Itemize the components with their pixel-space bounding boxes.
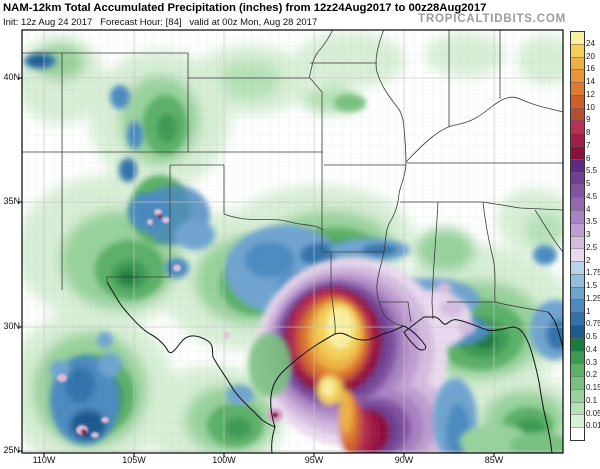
colorbar-swatch xyxy=(571,209,584,223)
colorbar-tick-label: 0.2 xyxy=(586,370,598,380)
coastline xyxy=(106,281,563,453)
colorbar-swatch xyxy=(571,43,584,57)
init-forecast-line: Init: 12z Aug 24 2017 Forecast Hour: [84… xyxy=(3,17,318,28)
colorbar-tick-label: 0.3 xyxy=(586,357,598,367)
colorbar-swatch xyxy=(571,286,584,300)
colorbar-tick-label: 7 xyxy=(586,140,591,150)
colorbar-swatch xyxy=(571,414,584,428)
colorbar-swatch xyxy=(571,94,584,108)
colorbar-swatch xyxy=(571,222,584,236)
colorbar-swatch xyxy=(571,427,584,440)
colorbar-swatch xyxy=(571,146,584,159)
colorbar-tick-label: 0.5 xyxy=(586,332,598,341)
colorbar-swatch xyxy=(571,32,584,44)
colorbar-swatch xyxy=(571,388,584,402)
colorbar-tick-label: 6 xyxy=(586,153,591,163)
colorbar-tick-label: 0.15 xyxy=(586,383,600,392)
lon-label-105w: 105W xyxy=(122,455,146,465)
colorbar-tick-label: 24 xyxy=(586,38,595,48)
colorbar-swatch xyxy=(571,133,584,147)
colorbar-swatch xyxy=(571,197,584,210)
colorbar-tick-label: 0.05 xyxy=(586,408,600,418)
watermark: TROPICALTIDBITS.COM xyxy=(418,13,566,25)
colorbar-swatch xyxy=(571,312,584,325)
colorbar-tick-label: 16 xyxy=(586,64,595,74)
colorbar-tick-label: 1 xyxy=(586,306,591,316)
colorbar-swatch xyxy=(571,82,584,95)
lat-label-30n: 30N xyxy=(3,321,20,331)
colorbar-swatch xyxy=(571,337,584,351)
county-grid xyxy=(22,30,563,453)
colorbar-tick-label: 3.5 xyxy=(586,217,598,227)
colorbar-tick-label: 12 xyxy=(586,89,595,99)
colorbar-swatch xyxy=(571,273,584,287)
lon-label-95w: 95W xyxy=(304,455,324,465)
colorbar-swatch xyxy=(571,363,584,377)
colorbar-tick-label: 1.5 xyxy=(586,281,598,290)
colorbar-swatch xyxy=(571,261,584,274)
lat-label-40n: 40N xyxy=(3,72,20,82)
colorbar-tick-label: 0.1 xyxy=(586,395,598,405)
colorbar-swatch xyxy=(571,235,584,249)
colorbar-tick-label: 5.5 xyxy=(586,166,598,176)
map-frame xyxy=(21,29,564,454)
colorbar-labels: 24 20 16 14 12 10 9 8 7 6 5.5 5 4.5 4 3.5 3 2.5 2 1.75 1.5 1… xyxy=(586,31,600,439)
colorbar-swatch xyxy=(571,107,584,121)
colorbar-swatch xyxy=(571,120,584,134)
colorbar-swatch xyxy=(571,401,584,415)
state-borders xyxy=(22,30,563,335)
colorbar-tick-label: 9 xyxy=(586,115,591,125)
latlon-gridlines xyxy=(22,30,563,453)
colorbar-tick-label: 4.5 xyxy=(586,191,598,201)
colorbar-swatch xyxy=(571,158,584,172)
colorbar-swatch xyxy=(571,56,584,70)
lat-label-25n: 25N xyxy=(3,445,20,455)
page-title: NAM-12km Total Accumulated Precipitation… xyxy=(3,2,487,14)
lon-label-85w: 85W xyxy=(484,455,504,465)
lon-label-110w: 110W xyxy=(32,455,56,465)
colorbar-tick-label: 2.5 xyxy=(586,242,598,252)
colorbar-tick-label: 0.75 xyxy=(586,319,600,329)
colorbar-swatch xyxy=(571,299,584,313)
colorbar-tick-label: 2 xyxy=(586,255,591,265)
colorbar-tick-label: 1.25 xyxy=(586,293,600,303)
axis-ticks xyxy=(18,77,495,457)
colorbar-swatch xyxy=(571,350,584,364)
colorbar-tick-label: 20 xyxy=(586,51,595,61)
colorbar-tick-label: 14 xyxy=(586,77,595,86)
colorbar-tick-label: 8 xyxy=(586,128,591,137)
colorbar-swatch xyxy=(571,69,584,83)
colorbar-tick-label: 0.4 xyxy=(586,344,598,354)
colorbar-swatch xyxy=(571,184,584,198)
lon-label-90w: 90W xyxy=(394,455,414,465)
colorbar-tick-label: 0.01 xyxy=(586,421,600,431)
colorbar-tick-label: 1.75 xyxy=(586,268,600,278)
colorbar-tick-label: 10 xyxy=(586,102,595,112)
colorbar-tick-label: 5 xyxy=(586,179,591,188)
colorbar xyxy=(570,31,585,441)
colorbar-swatch xyxy=(571,171,584,185)
colorbar-tick-label: 4 xyxy=(586,204,591,214)
colorbar-swatch xyxy=(571,248,584,262)
colorbar-tick-label: 3 xyxy=(586,230,591,239)
colorbar-swatch xyxy=(571,324,584,338)
lat-label-35n: 35N xyxy=(3,196,20,206)
lon-label-100w: 100W xyxy=(212,455,236,465)
colorbar-swatch xyxy=(571,376,584,389)
